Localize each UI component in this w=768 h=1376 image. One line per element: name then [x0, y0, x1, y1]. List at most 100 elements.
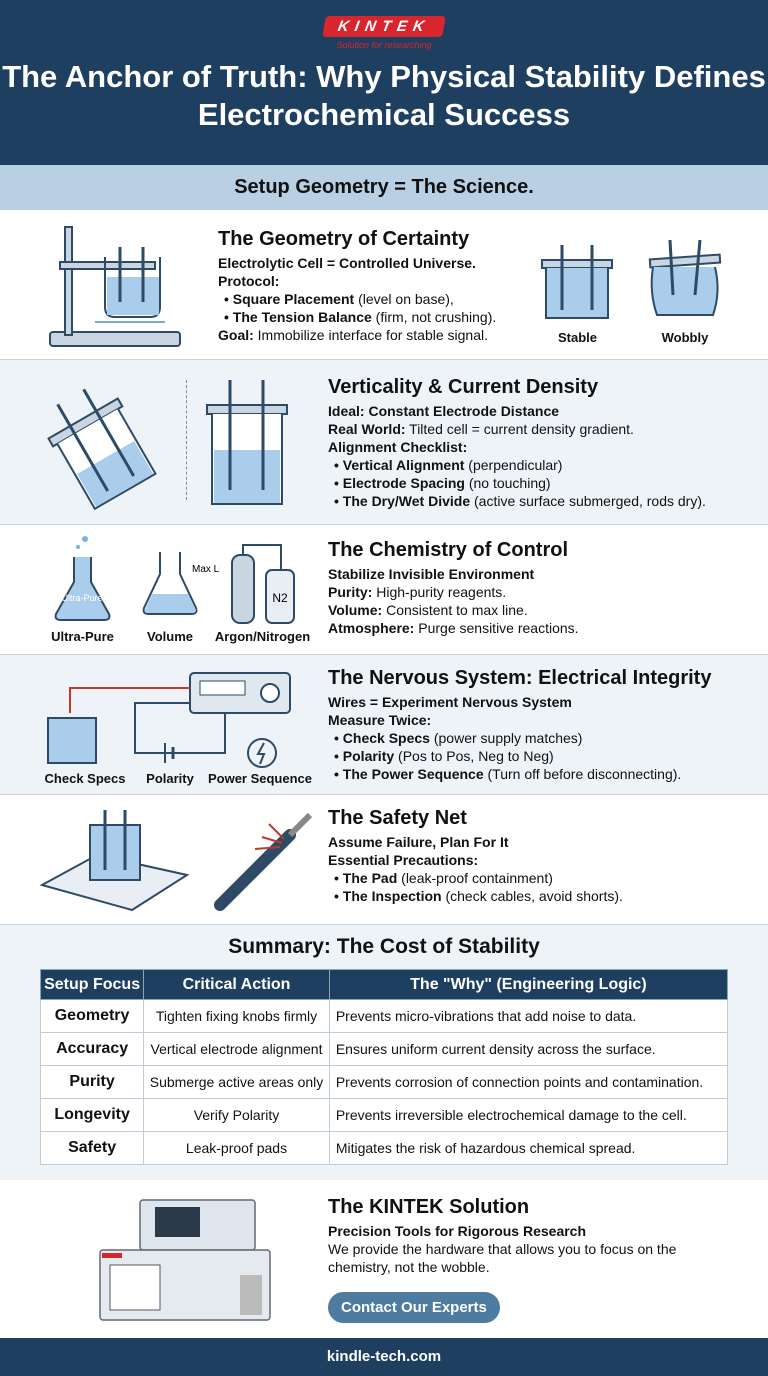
- goal: Goal: Immobilize interface for stable si…: [218, 327, 488, 343]
- table-cell: Prevents micro-vibrations that add noise…: [328, 999, 729, 1033]
- table-cell: Geometry: [39, 999, 145, 1033]
- protocol-label: Protocol:: [218, 273, 280, 289]
- instrument-image: [99, 1199, 271, 1321]
- header: KINTEK Solution for researching The Anch…: [0, 0, 768, 165]
- section-title: The KINTEK Solution: [328, 1196, 530, 1218]
- bullet: Polarity (Pos to Pos, Neg to Neg): [334, 747, 711, 765]
- divider: [186, 380, 187, 500]
- section-subtitle: Wires = Experiment Nervous System: [328, 694, 572, 710]
- column-header: The "Why" (Engineering Logic): [328, 969, 729, 1000]
- section-verticality: Verticality & Current Density Ideal: Con…: [0, 360, 768, 525]
- purity: Purity: High-purity reagents.: [328, 584, 507, 600]
- precautions-label: Essential Precautions:: [328, 852, 479, 868]
- caption-stable: Stable: [557, 330, 597, 345]
- section-subtitle: Ideal: Constant Electrode Distance: [328, 403, 560, 419]
- verticality-text: Verticality & Current Density Ideal: Con…: [328, 374, 706, 510]
- contact-experts-button[interactable]: Contact Our Experts: [328, 1292, 500, 1323]
- caption-argon-nitrogen: Argon/Nitrogen: [214, 629, 311, 644]
- bullet: The Inspection (check cables, avoid shor…: [334, 887, 623, 905]
- circuit-diagram-icon: [47, 672, 291, 768]
- table-cell: Purity: [39, 1065, 145, 1099]
- table-cell: Ensures uniform current density across t…: [328, 1032, 729, 1066]
- section-electrical: Check Specs Polarity Power Sequence The …: [0, 655, 768, 795]
- footer-url[interactable]: kindle-tech.com: [0, 1338, 768, 1376]
- section-subtitle: Stabilize Invisible Environment: [328, 566, 535, 582]
- table-cell: Leak-proof pads: [143, 1131, 330, 1165]
- table-cell: Vertical electrode alignment: [143, 1032, 330, 1066]
- ring-stand-cell-icon: [49, 226, 181, 347]
- table-row: Purity Submerge active areas only Prevents…: [39, 1065, 729, 1099]
- kintek-text: The KINTEK Solution Precision Tools for …: [328, 1194, 718, 1276]
- frayed-cable-icon: [214, 812, 313, 911]
- bullet: Square Placement (level on base),: [224, 290, 496, 308]
- svg-text:Max Line: Max Line: [192, 564, 220, 575]
- summary-table: Setup Focus Critical Action The "Why" (Eng…: [39, 969, 729, 1165]
- kintek-logo: KINTEK: [322, 16, 446, 37]
- table-row: Accuracy Vertical electrode alignment Ensu…: [39, 1032, 729, 1066]
- section-title: The Safety Net: [328, 807, 467, 829]
- bullet: The Tension Balance (firm, not crushing)…: [224, 308, 496, 326]
- ultra-pure-flask-icon: Ultra-Pure: [54, 536, 111, 621]
- leak-pad-icon: [40, 810, 190, 912]
- caption-polarity: Polarity: [146, 771, 194, 786]
- table-cell: Prevents irreversible electrochemical da…: [328, 1098, 729, 1132]
- bullet: The Dry/Wet Divide (active surface subme…: [334, 492, 706, 510]
- column-header: Setup Focus: [39, 969, 145, 1000]
- section-chemistry: Ultra-Pure Max Line N2 Ultra-Pure Volume…: [0, 525, 768, 655]
- bullet: Vertical Alignment (perpendicular): [334, 456, 706, 474]
- section-title: The Chemistry of Control: [328, 539, 569, 561]
- checklist-label: Alignment Checklist:: [328, 439, 468, 455]
- caption-wobbly: Wobbly: [661, 330, 709, 345]
- section-title: The Geometry of Certainty: [218, 228, 470, 250]
- electrical-text: The Nervous System: Electrical Integrity…: [328, 665, 711, 783]
- volume-flask-icon: Max Line: [142, 552, 220, 615]
- caption-check-specs: Check Specs: [44, 771, 126, 786]
- caption-power-sequence: Power Sequence: [207, 771, 313, 786]
- stable-cell-icon: [541, 245, 613, 319]
- kintek-body: We provide the hardware that allows you …: [328, 1241, 677, 1275]
- subtitle-band: Setup Geometry = The Science.: [0, 165, 768, 210]
- table-cell: Accuracy: [39, 1032, 145, 1066]
- svg-text:N2: N2: [272, 591, 288, 605]
- bullet: Check Specs (power supply matches): [334, 729, 711, 747]
- table-cell: Submerge active areas only: [143, 1065, 330, 1099]
- caption-volume: Volume: [147, 629, 193, 644]
- section-title: The Nervous System: Electrical Integrity: [328, 667, 712, 689]
- page-title: The Anchor of Truth: Why Physical Stabil…: [2, 59, 766, 132]
- caption-ultra-pure: Ultra-Pure: [51, 629, 114, 644]
- table-cell: Tighten fixing knobs firmly: [143, 999, 330, 1033]
- section-geometry: The Geometry of Certainty Electrolytic C…: [0, 210, 768, 360]
- bullet: The Power Sequence (Turn off before disc…: [334, 765, 711, 783]
- section-subtitle: Assume Failure, Plan For It: [328, 834, 509, 850]
- table-row: Safety Leak-proof pads Mitigates the risk …: [39, 1131, 729, 1165]
- measure-twice-label: Measure Twice:: [328, 712, 432, 728]
- atmosphere: Atmosphere: Purge sensitive reactions.: [328, 620, 579, 636]
- table-row: Geometry Tighten fixing knobs firmly Preve…: [39, 999, 729, 1033]
- section-subtitle: Precision Tools for Rigorous Research: [328, 1223, 587, 1239]
- gas-cylinder-icon: N2: [231, 544, 295, 624]
- safety-text: The Safety Net Assume Failure, Plan For …: [328, 805, 623, 905]
- section-safety: The Safety Net Assume Failure, Plan For …: [0, 795, 768, 925]
- svg-text:Ultra-Pure: Ultra-Pure: [61, 593, 102, 603]
- logo-tagline: Solution for researching: [336, 40, 432, 50]
- summary-section: Summary: The Cost of Stability Setup Foc…: [0, 925, 768, 1180]
- table-cell: Longevity: [39, 1098, 145, 1132]
- table-cell: Prevents corrosion of connection points …: [328, 1065, 729, 1099]
- geometry-text: The Geometry of Certainty Electrolytic C…: [218, 226, 496, 344]
- table-row: Longevity Verify Polarity Prevents irrever…: [39, 1098, 729, 1132]
- real-world: Real World: Tilted cell = current densit…: [328, 421, 634, 437]
- section-subtitle: Electrolytic Cell = Controlled Universe.: [218, 255, 476, 271]
- wobbly-cell-icon: [648, 239, 722, 316]
- column-header: Critical Action: [143, 969, 330, 1000]
- table-cell: Safety: [39, 1131, 145, 1165]
- section-title: Verticality & Current Density: [328, 376, 599, 398]
- chemistry-text: The Chemistry of Control Stabilize Invis…: [328, 537, 579, 637]
- table-cell: Mitigates the risk of hazardous chemical…: [328, 1131, 729, 1165]
- volume: Volume: Consistent to max line.: [328, 602, 528, 618]
- bullet: Electrode Spacing (no touching): [334, 474, 706, 492]
- bullet: The Pad (leak-proof containment): [334, 869, 623, 887]
- vertical-cell-icon: [206, 380, 288, 505]
- tilted-cell-icon: [47, 388, 157, 511]
- summary-title: Summary: The Cost of Stability: [228, 935, 540, 958]
- table-cell: Verify Polarity: [143, 1098, 330, 1132]
